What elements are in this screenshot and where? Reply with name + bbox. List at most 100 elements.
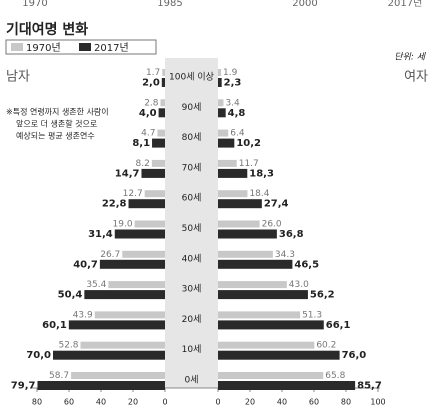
bar [157, 130, 165, 137]
bar [162, 69, 165, 76]
value-label: 51.3 [302, 310, 322, 320]
bar [218, 169, 247, 178]
value-label: 11.7 [239, 159, 259, 169]
bar [218, 281, 287, 288]
bar [84, 290, 165, 299]
value-label: 31,4 [88, 229, 113, 240]
value-label: 8,1 [132, 138, 150, 149]
timeline-label: 2000 [292, 0, 317, 9]
legend-label: 1970년 [26, 42, 61, 54]
bar [71, 372, 165, 379]
x-tick-label: 20 [245, 398, 255, 407]
bar [115, 230, 165, 239]
age-label: 90세 [182, 102, 202, 113]
x-tick-label: 40 [277, 398, 287, 407]
unit: 단위: 세 [394, 52, 426, 63]
bar [122, 251, 165, 258]
value-label: 66,1 [326, 320, 351, 331]
bar [152, 160, 165, 167]
bar [218, 381, 355, 390]
value-label: 43.0 [289, 280, 309, 290]
value-label: 35.4 [86, 280, 106, 290]
value-label: 12.7 [123, 189, 143, 199]
age-label: 0세 [184, 375, 198, 386]
bar [145, 190, 165, 197]
x-tick-label: 60 [64, 398, 74, 407]
age-label: 80세 [182, 132, 202, 143]
value-label: 85,7 [357, 381, 382, 392]
x-tick-label: 80 [32, 398, 42, 407]
value-label: 2,3 [224, 78, 242, 89]
age-label: 10세 [182, 344, 202, 355]
x-tick-label: 60 [309, 398, 319, 407]
bar [218, 130, 228, 137]
x-tick-label: 0 [162, 398, 167, 407]
x-tick-label: 40 [96, 398, 106, 407]
value-label: 58.7 [49, 371, 69, 381]
value-label: 60.2 [316, 341, 336, 351]
bar [218, 199, 262, 208]
bar [218, 221, 260, 228]
bar [218, 351, 340, 360]
bar [218, 78, 222, 87]
x-tick-label: 100 [370, 398, 385, 407]
bar [218, 372, 323, 379]
bar [152, 139, 165, 148]
left-title: 남자 [6, 70, 30, 85]
value-label: 56,2 [310, 290, 335, 301]
value-label: 4,0 [139, 108, 157, 119]
bar [108, 281, 165, 288]
value-label: 2,0 [142, 78, 160, 89]
value-label: 10,2 [236, 138, 261, 149]
value-label: 40,7 [73, 259, 98, 270]
bar [218, 342, 314, 349]
x-tick-label: 0 [215, 398, 220, 407]
age-label: 30세 [182, 284, 202, 295]
note: 예상되는 평균 생존연수 [16, 131, 95, 141]
value-label: 27,4 [264, 199, 289, 210]
bar [69, 320, 165, 329]
bar [100, 260, 165, 269]
bar [218, 311, 300, 318]
age-label: 20세 [182, 314, 202, 325]
value-label: 4.7 [141, 129, 155, 139]
value-label: 4,8 [228, 108, 246, 119]
bar [218, 260, 292, 269]
value-label: 46,5 [294, 259, 319, 270]
x-tick-label: 80 [341, 398, 351, 407]
value-label: 50,4 [58, 290, 83, 301]
bar [218, 139, 234, 148]
value-label: 3.4 [225, 98, 240, 108]
bar [218, 69, 221, 76]
age-label: 60세 [182, 193, 202, 204]
value-label: 14,7 [115, 168, 140, 179]
timeline-label: 1985 [157, 0, 182, 9]
bar [135, 221, 165, 228]
value-label: 36,8 [279, 229, 304, 240]
bar [161, 99, 165, 106]
value-label: 26.0 [262, 220, 282, 230]
note: 앞으로 더 생존할 것으로 [16, 119, 97, 129]
bar [53, 351, 165, 360]
bar [81, 342, 165, 349]
bar [159, 108, 165, 117]
value-label: 22,8 [102, 199, 127, 210]
value-label: 52.8 [58, 341, 78, 351]
value-label: 19.0 [113, 220, 133, 230]
value-label: 76,0 [342, 350, 367, 361]
right-title: 여자 [404, 70, 428, 85]
value-label: 1.7 [146, 68, 160, 78]
value-label: 6.4 [230, 129, 245, 139]
value-label: 79,7 [11, 381, 36, 392]
bar [95, 311, 165, 318]
bar [218, 108, 226, 117]
value-label: 70,0 [26, 350, 51, 361]
bar [141, 169, 165, 178]
value-label: 18.4 [249, 189, 269, 199]
value-label: 2.8 [144, 98, 159, 108]
timeline-label: 2017년 [388, 0, 423, 9]
age-label: 100세 이상 [169, 72, 214, 83]
legend-swatch [11, 43, 23, 51]
value-label: 34.3 [275, 250, 295, 260]
chart: 기대여명 변화 단위: 세 남자 여자 ※특정 연령까지 생존한 사람이 앞으로… [0, 0, 439, 412]
